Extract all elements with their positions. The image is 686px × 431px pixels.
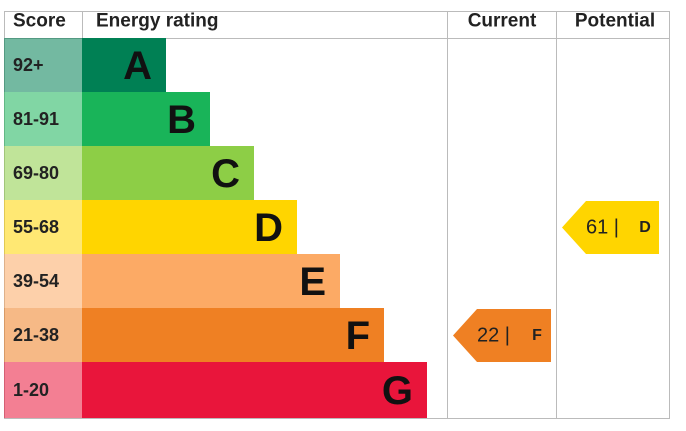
header-score: Score (13, 11, 66, 32)
score-label: 39-54 (13, 271, 59, 291)
potential-arrow (562, 201, 659, 254)
band-letter: D (254, 206, 283, 250)
header-rating: Energy rating (96, 11, 218, 32)
band-letter: E (299, 260, 326, 304)
score-cell (4, 200, 82, 254)
score-cell (4, 254, 82, 308)
potential-rating: D (639, 219, 651, 236)
header-potential: Potential (575, 11, 655, 32)
band-bar (82, 362, 427, 418)
score-cell (4, 38, 82, 92)
current-rating: F (532, 327, 542, 344)
band-letter: F (346, 314, 370, 358)
score-label: 69-80 (13, 163, 59, 183)
score-label: 1-20 (13, 380, 49, 400)
band-letter: C (211, 152, 240, 196)
band-letter: A (123, 44, 152, 88)
current-arrow (453, 309, 551, 362)
band-bar (82, 38, 166, 92)
potential-label: 61 | (586, 217, 619, 239)
band-bar (82, 254, 340, 308)
score-label: 81-91 (13, 109, 59, 129)
score-label: 21-38 (13, 325, 59, 345)
band-bar (82, 92, 210, 146)
score-cell (4, 146, 82, 200)
score-cell (4, 92, 82, 146)
score-label: 92+ (13, 55, 44, 75)
band-bar (82, 200, 297, 254)
band-bar (82, 308, 384, 362)
score-label: 55-68 (13, 217, 59, 237)
score-cell (4, 308, 82, 362)
band-letter: G (382, 369, 413, 413)
header-current: Current (468, 11, 537, 32)
score-cell (4, 362, 82, 418)
band-letter: B (167, 98, 196, 142)
band-bar (82, 146, 254, 200)
current-label: 22 | (477, 325, 510, 347)
